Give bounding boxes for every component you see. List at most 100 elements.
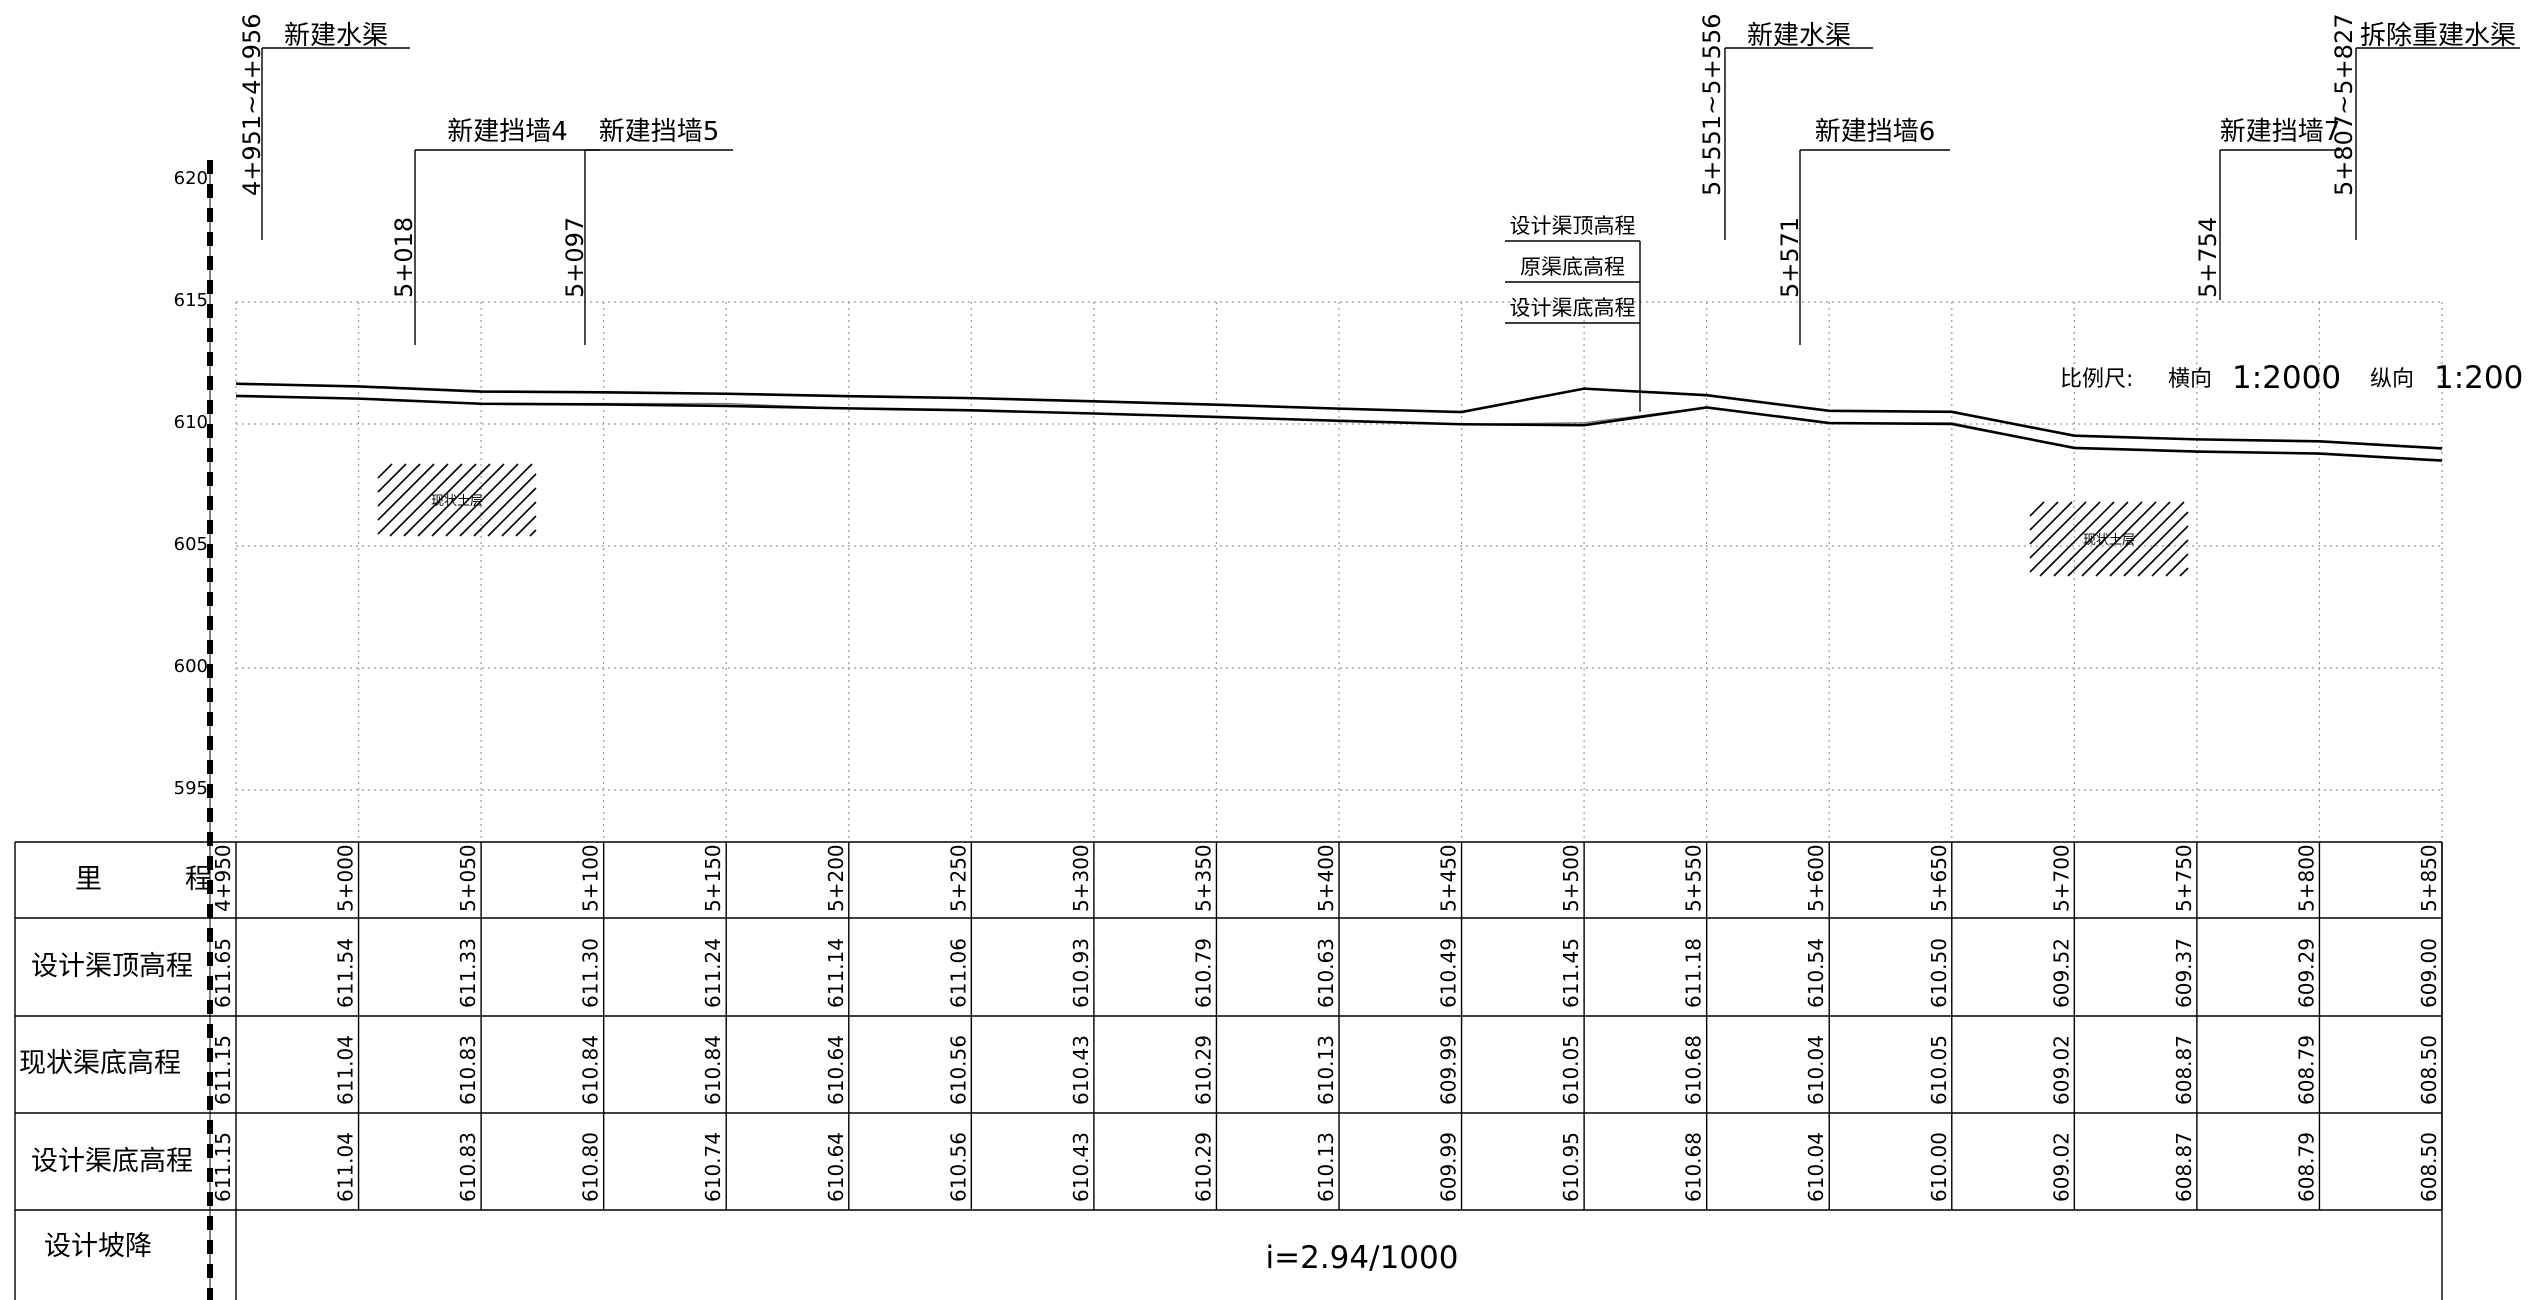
hatch-stroke bbox=[473, 473, 537, 537]
profile-lines bbox=[235, 382, 2443, 462]
existing-bottom-value: 610.84 bbox=[701, 1035, 725, 1105]
y-tick-label: 610 bbox=[174, 412, 208, 433]
row-label-mileage-2: 程 bbox=[185, 864, 212, 895]
hatch-stroke bbox=[2165, 553, 2189, 577]
soil-label: 现状土层 bbox=[2083, 533, 2135, 548]
hatch-stroke bbox=[2029, 501, 2059, 531]
structure-annotations: 新建水渠 4+951~4+956 新建挡墙4 5+018 新建挡墙5 5+097 新建水渠 5… bbox=[238, 14, 2520, 345]
station-label: 5+500 bbox=[1559, 844, 1583, 912]
scale-vertical-label: 纵向 bbox=[2370, 367, 2414, 392]
existing-bottom-value: 610.29 bbox=[1191, 1035, 1215, 1105]
y-tick-label: 605 bbox=[174, 534, 208, 555]
slope-value: i=2.94/1000 bbox=[1266, 1240, 1459, 1276]
existing-bottom-value: 610.04 bbox=[1804, 1035, 1828, 1105]
design-top-value: 610.63 bbox=[1314, 938, 1338, 1008]
row-label-mileage-1: 里 bbox=[75, 864, 102, 895]
legend-label: 原渠底高程 bbox=[1520, 255, 1625, 279]
hatch-stroke bbox=[2029, 501, 2045, 517]
station-label: 5+450 bbox=[1437, 844, 1461, 912]
hatch-stroke bbox=[501, 501, 537, 537]
design-top-value: 611.65 bbox=[211, 938, 235, 1008]
design-bottom-value: 609.99 bbox=[1437, 1132, 1461, 1202]
structure-annotation: 新建挡墙7 5+754 bbox=[2194, 117, 2340, 300]
existing-bottom-value: 611.15 bbox=[211, 1035, 235, 1105]
hatch-stroke bbox=[431, 463, 505, 537]
hatch-stroke bbox=[2039, 501, 2115, 577]
existing-bottom-value: 608.50 bbox=[2417, 1035, 2441, 1105]
hatch-stroke bbox=[2123, 511, 2189, 577]
y-tick-label: 620 bbox=[174, 168, 208, 189]
legend-label: 设计渠底高程 bbox=[1510, 296, 1636, 320]
hatch-stroke bbox=[2067, 501, 2143, 577]
design-bottom-value: 611.15 bbox=[211, 1132, 235, 1202]
design-bottom-value: 610.04 bbox=[1804, 1132, 1828, 1202]
existing-bottom-value: 610.05 bbox=[1927, 1035, 1951, 1105]
hatch-stroke bbox=[2029, 501, 2101, 573]
design-top-value: 609.29 bbox=[2294, 938, 2318, 1008]
scale-note: 比例尺: 横向 1:2000 纵向 1:200 bbox=[2060, 360, 2523, 396]
station-label: 5+650 bbox=[1927, 844, 1951, 912]
station-label: 5+850 bbox=[2417, 844, 2441, 912]
design-bottom-value: 608.50 bbox=[2417, 1132, 2441, 1202]
design-bottom-value: 610.13 bbox=[1314, 1132, 1338, 1202]
hatch-stroke bbox=[2109, 501, 2185, 577]
hatch-stroke bbox=[515, 515, 537, 537]
design-bottom-value: 611.04 bbox=[334, 1132, 358, 1202]
annotation-station: 5+551~5+556 bbox=[1698, 14, 1726, 196]
structure-annotation: 新建挡墙6 5+571 bbox=[1776, 117, 1950, 345]
existing-bottom-value: 610.13 bbox=[1314, 1035, 1338, 1105]
annotation-title: 新建挡墙7 bbox=[2220, 117, 2341, 147]
station-label: 5+350 bbox=[1191, 844, 1215, 912]
annotation-station: 4+951~4+956 bbox=[238, 14, 266, 196]
existing-bottom-value: 610.83 bbox=[456, 1035, 480, 1105]
design-bottom-value: 608.79 bbox=[2294, 1132, 2318, 1202]
row-label-design-bottom: 设计渠底高程 bbox=[31, 1146, 193, 1177]
design-top-value: 611.54 bbox=[334, 938, 358, 1008]
design-bottom-value: 610.68 bbox=[1682, 1132, 1706, 1202]
design-top-value: 611.30 bbox=[579, 938, 603, 1008]
annotation-title: 拆除重建水渠 bbox=[2360, 21, 2516, 51]
hatch-stroke bbox=[2151, 539, 2189, 577]
design-top-value: 610.50 bbox=[1927, 938, 1951, 1008]
y-tick-label: 600 bbox=[174, 656, 208, 677]
station-label: 5+400 bbox=[1314, 844, 1338, 912]
hatch-stroke bbox=[377, 463, 393, 479]
scale-vertical-value: 1:200 bbox=[2434, 360, 2523, 396]
hatch-stroke bbox=[487, 487, 537, 537]
station-label: 5+000 bbox=[334, 844, 358, 912]
station-label: 5+750 bbox=[2172, 844, 2196, 912]
legend-label: 设计渠顶高程 bbox=[1510, 214, 1636, 238]
station-label: 5+300 bbox=[1069, 844, 1093, 912]
structure-annotation: 新建水渠 4+951~4+956 bbox=[238, 14, 410, 240]
existing-bottom-value: 609.99 bbox=[1437, 1035, 1461, 1105]
annotation-station: 5+807~5+827 bbox=[2330, 14, 2358, 196]
row-label-existing-bottom: 现状渠底高程 bbox=[19, 1048, 181, 1079]
structure-annotation: 新建挡墙5 5+097 bbox=[561, 117, 733, 345]
annotation-station: 5+097 bbox=[561, 217, 589, 298]
design-bottom-value: 610.56 bbox=[946, 1132, 970, 1202]
design-top-value: 609.00 bbox=[2417, 938, 2441, 1008]
row-label-design-top: 设计渠顶高程 bbox=[31, 951, 193, 982]
design-top-value: 609.52 bbox=[2049, 938, 2073, 1008]
design-top-value: 611.06 bbox=[946, 938, 970, 1008]
design-top-value: 610.49 bbox=[1437, 938, 1461, 1008]
soil-hatch-patch: 现状土层 bbox=[2029, 501, 2189, 577]
hatch-stroke bbox=[2137, 525, 2189, 577]
hatch-stroke bbox=[2081, 501, 2157, 577]
structure-annotation: 新建挡墙4 5+018 bbox=[390, 117, 600, 345]
existing-bottom-value: 608.87 bbox=[2172, 1035, 2196, 1105]
hatch-stroke bbox=[2029, 501, 2087, 559]
annotation-station: 5+571 bbox=[1776, 217, 1804, 298]
elevation-axis: 620 615 610 605 600 595 bbox=[174, 160, 213, 1300]
hatch-stroke bbox=[389, 463, 463, 537]
structure-annotation: 新建水渠 5+551~5+556 bbox=[1698, 14, 1873, 240]
existing-bottom-value: 610.05 bbox=[1559, 1035, 1583, 1105]
design-bottom-value: 609.02 bbox=[2049, 1132, 2073, 1202]
annotation-title: 新建挡墙6 bbox=[1815, 117, 1936, 147]
hatch-stroke bbox=[377, 463, 421, 507]
design-bottom-value: 610.95 bbox=[1559, 1132, 1583, 1202]
